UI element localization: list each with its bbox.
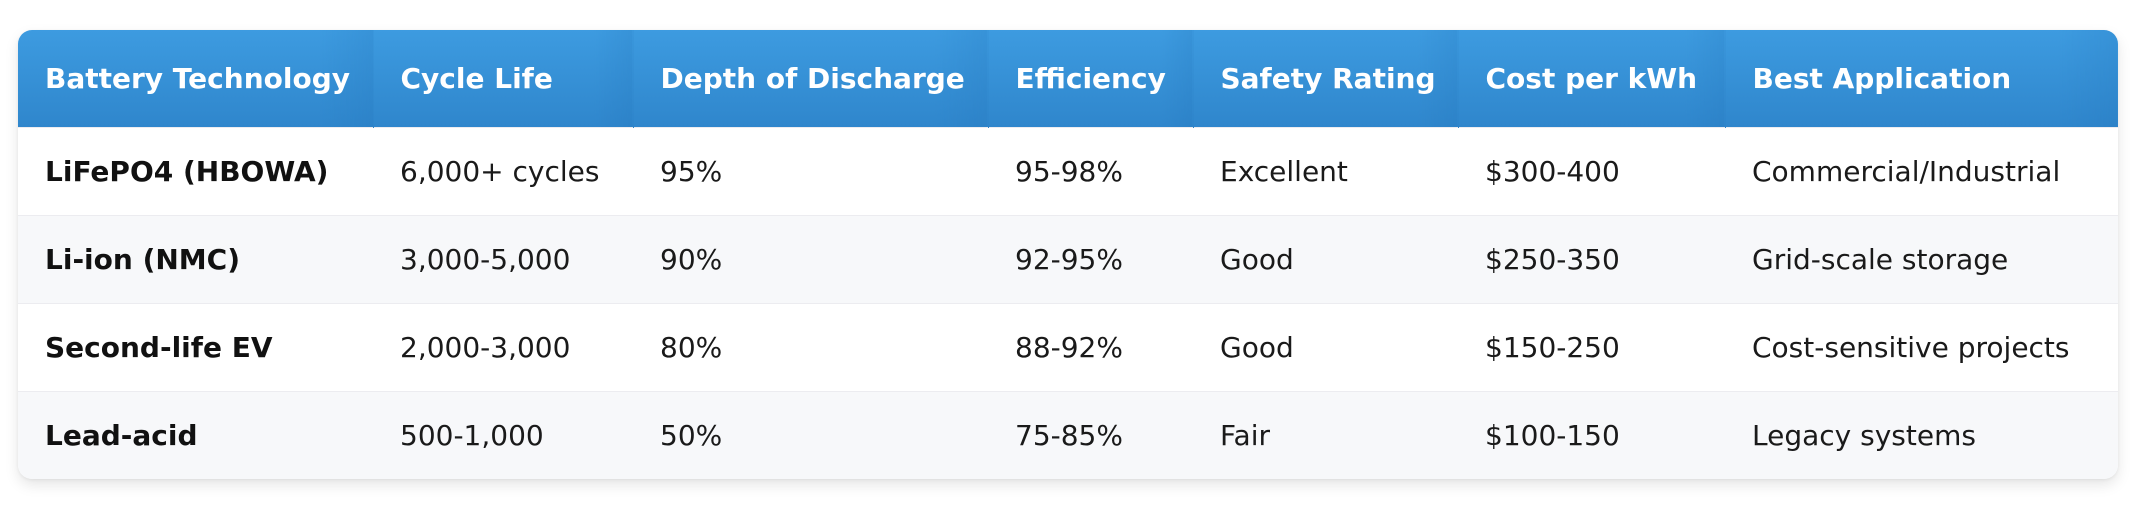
cell-battery-technology: Lead-acid (18, 391, 373, 479)
cell-efficiency: 75-85% (988, 391, 1193, 479)
cell-best-application: Commercial/Industrial (1725, 127, 2118, 216)
cell-battery-technology: Li-ion (NMC) (18, 215, 373, 304)
table-header-row: Battery Technology Cycle Life Depth of D… (18, 30, 2118, 128)
cell-cycle-life: 2,000-3,000 (373, 303, 633, 392)
table-row: Second-life EV 2,000-3,000 80% 88-92% Go… (18, 303, 2118, 392)
table-row: Lead-acid 500-1,000 50% 75-85% Fair $100… (18, 391, 2118, 479)
battery-comparison-table: Battery Technology Cycle Life Depth of D… (18, 30, 2118, 479)
header-efficiency: Efficiency (988, 30, 1193, 128)
cell-efficiency: 88-92% (988, 303, 1193, 392)
header-battery-technology: Battery Technology (18, 30, 373, 128)
header-cycle-life: Cycle Life (373, 30, 633, 128)
table-row: LiFePO4 (HBOWA) 6,000+ cycles 95% 95-98%… (18, 127, 2118, 216)
cell-efficiency: 95-98% (988, 127, 1193, 216)
cell-efficiency: 92-95% (988, 215, 1193, 304)
cell-cost-per-kwh: $100-150 (1458, 391, 1725, 479)
header-cost-per-kwh: Cost per kWh (1458, 30, 1725, 128)
cell-cost-per-kwh: $150-250 (1458, 303, 1725, 392)
cell-cycle-life: 3,000-5,000 (373, 215, 633, 304)
cell-safety-rating: Fair (1193, 391, 1458, 479)
cell-safety-rating: Good (1193, 303, 1458, 392)
header-safety-rating: Safety Rating (1193, 30, 1458, 128)
cell-cost-per-kwh: $250-350 (1458, 215, 1725, 304)
table-row: Li-ion (NMC) 3,000-5,000 90% 92-95% Good… (18, 215, 2118, 304)
cell-safety-rating: Excellent (1193, 127, 1458, 216)
battery-comparison-table-card: Battery Technology Cycle Life Depth of D… (18, 30, 2118, 479)
cell-best-application: Legacy systems (1725, 391, 2118, 479)
cell-best-application: Grid-scale storage (1725, 215, 2118, 304)
cell-depth-of-discharge: 95% (633, 127, 988, 216)
header-best-application: Best Application (1725, 30, 2118, 128)
header-depth-of-discharge: Depth of Discharge (633, 30, 988, 128)
cell-depth-of-discharge: 50% (633, 391, 988, 479)
cell-battery-technology: Second-life EV (18, 303, 373, 392)
cell-battery-technology: LiFePO4 (HBOWA) (18, 127, 373, 216)
cell-best-application: Cost-sensitive projects (1725, 303, 2118, 392)
cell-cycle-life: 500-1,000 (373, 391, 633, 479)
cell-safety-rating: Good (1193, 215, 1458, 304)
cell-depth-of-discharge: 80% (633, 303, 988, 392)
cell-cost-per-kwh: $300-400 (1458, 127, 1725, 216)
cell-depth-of-discharge: 90% (633, 215, 988, 304)
cell-cycle-life: 6,000+ cycles (373, 127, 633, 216)
